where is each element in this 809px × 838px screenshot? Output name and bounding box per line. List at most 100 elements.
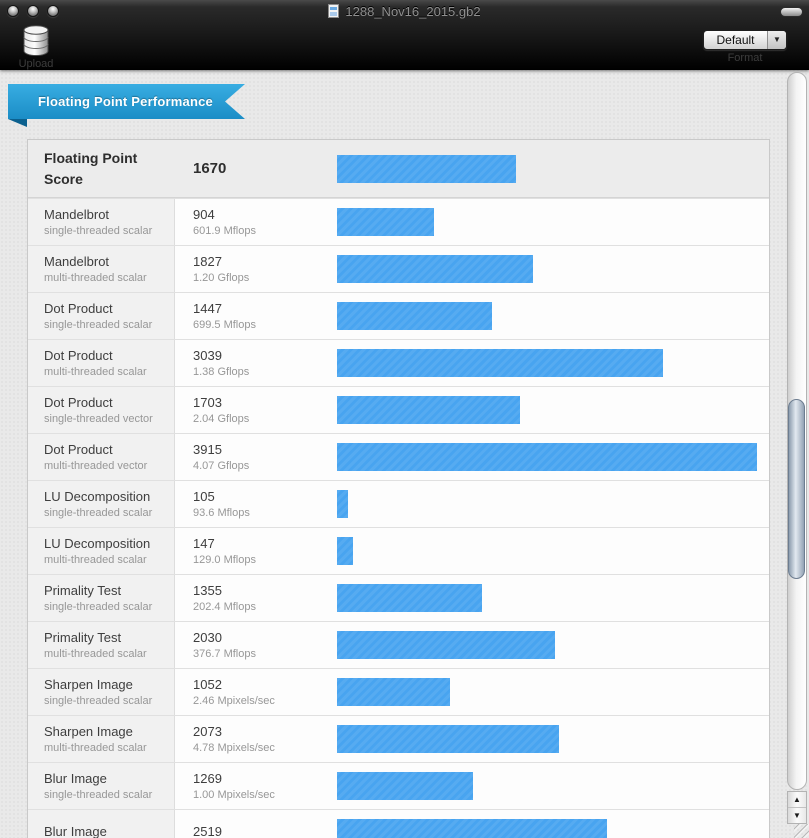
row-variant: multi-threaded scalar: [44, 554, 147, 566]
row-name: Dot Product: [44, 348, 113, 363]
row-bar-cell: [337, 387, 769, 433]
row-variant: multi-threaded scalar: [44, 648, 147, 660]
window-chrome: 1288_Nov16_2015.gb2 Upload: [0, 0, 809, 70]
row-bar-track: [337, 490, 757, 518]
row-bar: [337, 208, 434, 236]
row-score: 1052: [193, 677, 222, 692]
row-rate: 2.04 Gflops: [193, 413, 250, 425]
table-row: LU Decomposition multi-threaded scalar 1…: [28, 527, 769, 574]
row-bar-track: [337, 772, 757, 800]
row-bar: [337, 302, 493, 330]
row-bar-track: [337, 208, 757, 236]
benchmark-table-body: Mandelbrot single-threaded scalar 904 60…: [28, 198, 769, 838]
row-score-cell: 3915 4.07 Gflops: [175, 434, 337, 480]
row-name: Blur Image: [44, 771, 107, 786]
row-bar-track: [337, 819, 757, 838]
row-name: Sharpen Image: [44, 724, 133, 739]
row-name-cell: Mandelbrot single-threaded scalar: [28, 199, 175, 245]
banner-fold: [8, 119, 27, 127]
table-row: Primality Test single-threaded scalar 13…: [28, 574, 769, 621]
row-score-cell: 904 601.9 Mflops: [175, 199, 337, 245]
row-variant: single-threaded scalar: [44, 789, 153, 801]
format-dropdown-value: Default: [716, 33, 755, 47]
format-dropdown[interactable]: Default ▼: [703, 30, 787, 50]
row-variant: single-threaded vector: [44, 413, 153, 425]
row-rate: 1.00 Mpixels/sec: [193, 789, 275, 801]
row-score-cell: 1703 2.04 Gflops: [175, 387, 337, 433]
row-bar-track: [337, 584, 757, 612]
header-score-cell: 1670: [175, 140, 337, 197]
row-score-cell: 2519: [175, 810, 337, 838]
toolbar-toggle-button[interactable]: [780, 7, 803, 17]
row-bar: [337, 255, 533, 283]
table-row: Dot Product single-threaded scalar 1447 …: [28, 292, 769, 339]
row-score: 1355: [193, 583, 222, 598]
row-variant: multi-threaded vector: [44, 460, 148, 472]
row-bar: [337, 631, 555, 659]
table-row: Dot Product multi-threaded scalar 3039 1…: [28, 339, 769, 386]
row-bar-cell: [337, 669, 769, 715]
row-rate: 601.9 Mflops: [193, 225, 256, 237]
row-variant: multi-threaded scalar: [44, 742, 147, 754]
row-name-cell: Blur Image: [28, 810, 175, 838]
row-score-cell: 2030 376.7 Mflops: [175, 622, 337, 668]
vertical-scrollbar-track[interactable]: [787, 72, 807, 790]
row-rate: 2.46 Mpixels/sec: [193, 695, 275, 707]
row-rate: 1.38 Gflops: [193, 366, 250, 378]
row-bar-cell: [337, 246, 769, 292]
close-button[interactable]: [7, 5, 19, 17]
row-bar-track: [337, 349, 757, 377]
row-bar-track: [337, 631, 757, 659]
scroll-up-button[interactable]: ▲: [788, 792, 806, 807]
row-bar: [337, 443, 757, 471]
row-score-cell: 3039 1.38 Gflops: [175, 340, 337, 386]
row-bar: [337, 725, 560, 753]
row-variant: single-threaded scalar: [44, 695, 153, 707]
toolbar: Upload Default ▼ Format: [0, 22, 809, 70]
row-rate: 376.7 Mflops: [193, 648, 256, 660]
table-row: Mandelbrot single-threaded scalar 904 60…: [28, 198, 769, 245]
row-name-cell: Mandelbrot multi-threaded scalar: [28, 246, 175, 292]
row-variant: single-threaded scalar: [44, 601, 153, 613]
row-name-cell: Sharpen Image multi-threaded scalar: [28, 716, 175, 762]
row-bar: [337, 772, 474, 800]
row-bar-cell: [337, 199, 769, 245]
window-title: 1288_Nov16_2015.gb2: [345, 3, 481, 19]
row-score-cell: 1355 202.4 Mflops: [175, 575, 337, 621]
minimize-button[interactable]: [27, 5, 39, 17]
zoom-button[interactable]: [47, 5, 59, 17]
section-banner-label: Floating Point Performance: [38, 94, 213, 109]
row-bar-cell: [337, 716, 769, 762]
row-variant: multi-threaded scalar: [44, 366, 147, 378]
row-name: Primality Test: [44, 583, 122, 598]
row-bar: [337, 490, 349, 518]
row-bar-cell: [337, 810, 769, 838]
scrollbar-thumb[interactable]: [788, 399, 805, 579]
row-name-cell: Sharpen Image single-threaded scalar: [28, 669, 175, 715]
row-name: Dot Product: [44, 395, 113, 410]
row-name-cell: Primality Test multi-threaded scalar: [28, 622, 175, 668]
row-name-cell: Dot Product multi-threaded scalar: [28, 340, 175, 386]
upload-button[interactable]: Upload: [8, 25, 64, 70]
row-rate: 129.0 Mflops: [193, 554, 256, 566]
row-rate: 4.78 Mpixels/sec: [193, 742, 275, 754]
table-row: Dot Product single-threaded vector 1703 …: [28, 386, 769, 433]
scroll-down-button[interactable]: ▼: [788, 807, 806, 823]
score-header-row: Floating Point Score 1670: [28, 140, 769, 198]
row-name: Sharpen Image: [44, 677, 133, 692]
header-bar-track: [337, 154, 757, 183]
row-score: 105: [193, 489, 215, 504]
row-score-cell: 2073 4.78 Mpixels/sec: [175, 716, 337, 762]
up-arrow-icon: ▲: [793, 794, 801, 804]
row-bar-cell: [337, 293, 769, 339]
row-score-cell: 1827 1.20 Gflops: [175, 246, 337, 292]
row-name-cell: Dot Product multi-threaded vector: [28, 434, 175, 480]
row-score-cell: 147 129.0 Mflops: [175, 528, 337, 574]
resize-grip[interactable]: [794, 824, 809, 838]
table-row: Primality Test multi-threaded scalar 203…: [28, 621, 769, 668]
chevron-down-icon: ▼: [773, 35, 781, 44]
row-name: LU Decomposition: [44, 489, 151, 504]
row-score-cell: 1269 1.00 Mpixels/sec: [175, 763, 337, 809]
row-bar-track: [337, 255, 757, 283]
row-rate: 4.07 Gflops: [193, 460, 250, 472]
